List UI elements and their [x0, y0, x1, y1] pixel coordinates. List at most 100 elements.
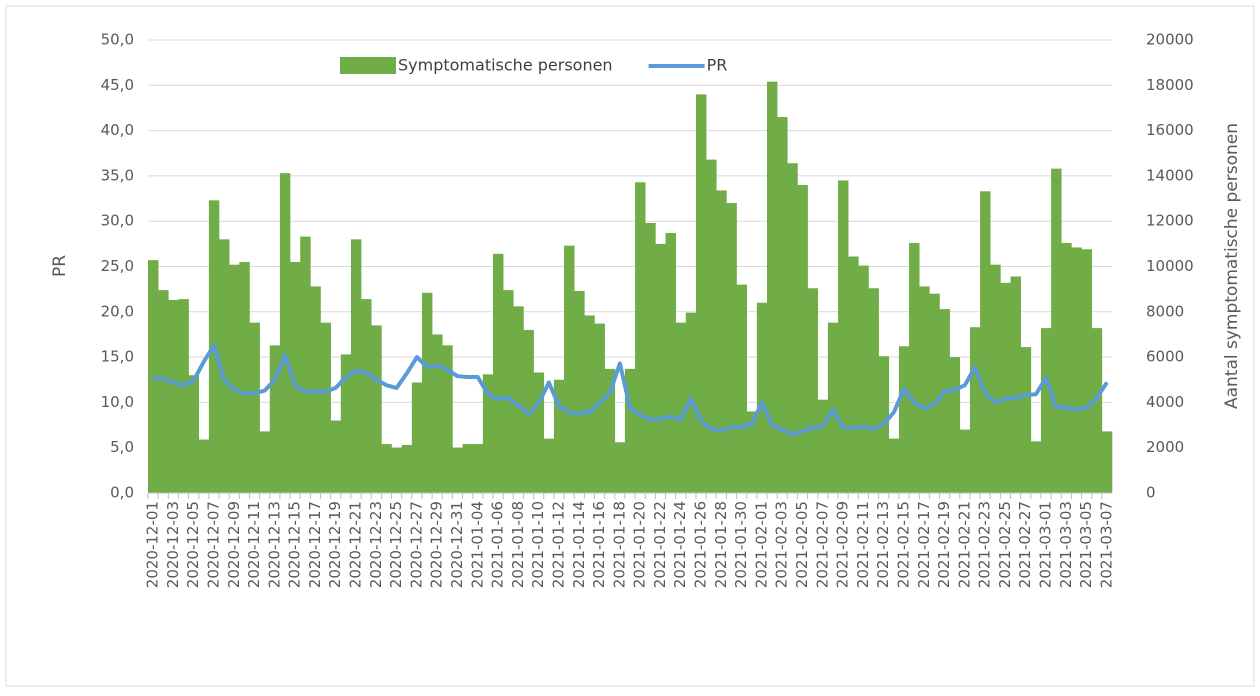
legend-swatch: [340, 57, 396, 74]
x-tick-label: 2020-12-01: [144, 501, 162, 588]
bar: [898, 346, 910, 493]
bar: [969, 327, 981, 493]
bar: [766, 81, 778, 494]
bar: [421, 292, 433, 493]
bar: [543, 438, 555, 493]
x-tick-label: 2021-01-12: [549, 501, 567, 588]
bar: [503, 290, 514, 493]
bar: [655, 243, 666, 493]
bar: [1051, 168, 1062, 494]
bar: [320, 322, 331, 493]
bar: [279, 173, 291, 493]
x-tick-label: 2021-02-27: [1016, 501, 1034, 588]
y-tick-label: 50,0: [101, 31, 134, 49]
bar: [604, 368, 616, 493]
x-tick-label: 2020-12-17: [306, 501, 324, 588]
bar: [777, 117, 788, 493]
bar: [594, 323, 605, 493]
bar: [858, 265, 869, 493]
x-tick-label: 2021-01-26: [692, 501, 710, 588]
bar: [564, 245, 575, 493]
bar: [695, 94, 707, 494]
y2-tick-label: 6000: [1146, 348, 1184, 366]
x-tick-label: 2021-01-18: [610, 501, 628, 588]
bar: [675, 322, 687, 493]
y-tick-label: 35,0: [101, 166, 134, 184]
x-tick-label: 2021-01-10: [529, 501, 547, 588]
x-tick-label: 2021-01-24: [671, 501, 689, 588]
y-tick-label: 10,0: [101, 393, 134, 411]
bar: [1071, 247, 1082, 493]
bar: [391, 447, 402, 493]
x-tick-label: 2020-12-25: [387, 501, 405, 588]
legend-label: Symptomatische personen: [398, 56, 613, 75]
bar: [797, 184, 808, 493]
x-tick-label: 2021-03-03: [1057, 501, 1075, 588]
x-tick-label: 2021-02-23: [976, 501, 994, 588]
bar: [726, 203, 737, 493]
y-tick-label: 20,0: [101, 302, 134, 320]
x-tick-label: 2021-02-07: [813, 501, 831, 588]
bar: [432, 334, 443, 493]
x-tick-label: 2021-01-30: [732, 501, 750, 588]
bar: [1061, 242, 1072, 493]
bar: [411, 382, 423, 493]
bar: [787, 163, 798, 493]
bar: [401, 444, 413, 493]
y-tick-label: 0,0: [110, 484, 134, 502]
x-tick-label: 2021-02-03: [773, 501, 791, 588]
bar: [888, 438, 900, 493]
bar: [817, 399, 829, 493]
bar: [229, 264, 240, 493]
y-tick-label: 45,0: [101, 76, 134, 94]
bar: [249, 322, 260, 493]
x-tick-label: 2021-02-05: [793, 501, 811, 588]
bar: [513, 306, 524, 493]
y2-tick-label: 4000: [1146, 393, 1184, 411]
y2-tick-label: 14000: [1146, 166, 1194, 184]
x-tick-label: 2021-03-05: [1077, 501, 1095, 588]
bar: [929, 293, 940, 493]
x-tick-label: 2021-02-17: [915, 501, 933, 588]
bar: [330, 420, 342, 493]
bar: [158, 290, 169, 493]
bar: [614, 442, 626, 493]
bar: [553, 379, 565, 493]
bar: [452, 447, 463, 493]
x-tick-label: 2021-02-13: [874, 501, 892, 588]
bar: [949, 357, 961, 493]
bar: [909, 242, 920, 493]
x-tick-label: 2021-02-21: [955, 501, 973, 588]
x-tick-label: 2020-12-05: [184, 501, 202, 588]
bar: [1010, 276, 1021, 493]
x-tick-label: 2021-02-09: [834, 501, 852, 588]
x-tick-label: 2021-02-01: [752, 501, 770, 588]
x-tick-label: 2020-12-27: [407, 501, 425, 588]
bar: [219, 239, 230, 493]
bar: [635, 182, 646, 493]
bar: [756, 302, 768, 493]
bar: [746, 411, 758, 493]
bar: [1091, 328, 1103, 493]
bar: [493, 253, 504, 493]
x-tick-label: 2021-01-08: [509, 501, 527, 588]
y2-axis-label: Aantal symptomatische personen: [1222, 123, 1242, 409]
line: [152, 343, 1109, 437]
bar: [168, 300, 179, 493]
bar: [198, 439, 210, 493]
bar: [665, 232, 676, 493]
bar: [1020, 347, 1032, 493]
bar: [442, 345, 453, 493]
x-tick-label: 2020-12-23: [367, 501, 385, 588]
y-tick-label: 30,0: [101, 212, 134, 230]
x-tick-label: 2020-12-09: [225, 501, 243, 588]
x-tick-label: 2020-12-13: [265, 501, 283, 588]
x-tick-label: 2021-01-22: [651, 501, 669, 588]
bar: [1000, 282, 1011, 493]
y2-tick-label: 18000: [1146, 76, 1194, 94]
y2-tick-label: 16000: [1146, 121, 1194, 139]
y2-tick-label: 12000: [1146, 212, 1194, 230]
x-tick-label: 2021-01-06: [489, 501, 507, 588]
plot: [148, 81, 1113, 494]
